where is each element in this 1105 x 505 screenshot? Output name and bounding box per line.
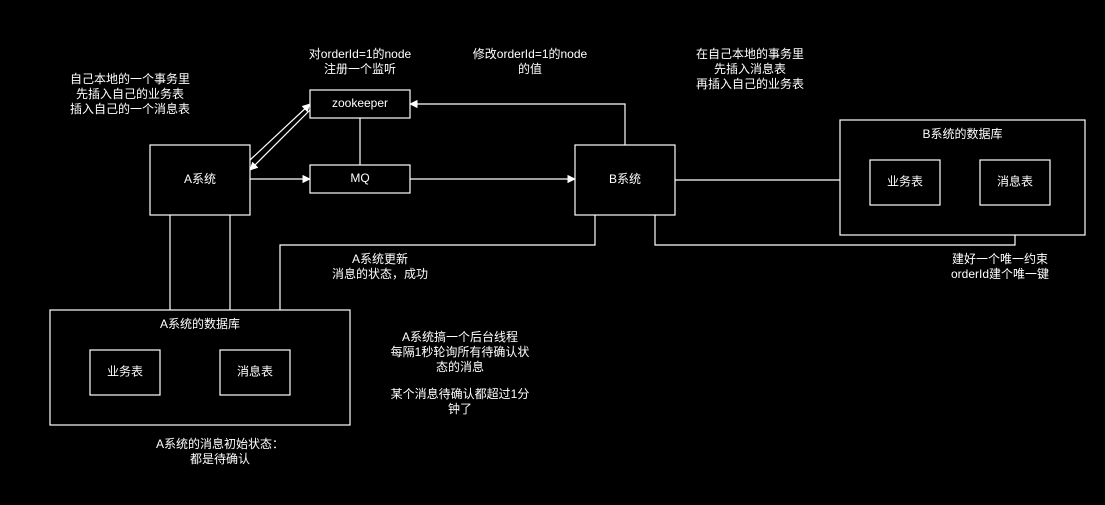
- annotation-line: 注册一个监听: [324, 61, 396, 76]
- annotation-line: 插入自己的一个消息表: [70, 101, 190, 116]
- annotation-line: 都是待确认: [190, 452, 250, 466]
- annotation-line: 再插入自己的业务表: [696, 76, 804, 91]
- annotation-a_update: A系统更新消息的状态，成功: [332, 251, 428, 281]
- annotation-b_unique: 建好一个唯一约束orderId建个唯一键: [951, 251, 1049, 281]
- node-label-b_sys: B系统: [609, 172, 641, 186]
- annotation-line: 态的消息: [436, 359, 484, 374]
- annotation-line: A系统搞一个后台线程: [402, 329, 518, 344]
- annotation-a_timeout: 某个消息待确认都超过1分钟了: [391, 386, 530, 416]
- node-label-mq: MQ: [350, 171, 369, 185]
- annotation-line: 自己本地的一个事务里: [70, 71, 190, 86]
- annotation-line: 建好一个唯一约束: [952, 251, 1048, 266]
- node-label-a_msg: 消息表: [237, 364, 273, 379]
- node-label-a_db: A系统的数据库: [160, 316, 240, 331]
- annotation-a_bg_thread: A系统搞一个后台线程每隔1秒轮询所有待确认状态的消息: [391, 329, 530, 374]
- node-label-b_biz: 业务表: [887, 174, 923, 189]
- annotation-a_init: A系统的消息初始状态：都是待确认: [156, 436, 284, 466]
- annotation-b_local_txn: 在自己本地的事务里先插入消息表再插入自己的业务表: [696, 46, 804, 91]
- annotation-line: 先插入消息表: [714, 61, 786, 76]
- node-a_biz: 业务表: [90, 350, 160, 395]
- annotation-line: 修改orderId=1的node: [473, 46, 588, 61]
- node-label-a_biz: 业务表: [107, 364, 143, 379]
- node-b_msg: 消息表: [980, 160, 1050, 205]
- annotation-line: A系统的消息初始状态：: [156, 436, 284, 451]
- node-a_msg: 消息表: [220, 350, 290, 395]
- node-b_sys: B系统: [575, 145, 675, 215]
- annotation-line: 先插入自己的业务表: [76, 86, 184, 101]
- node-label-a_sys: A系统: [184, 172, 216, 186]
- edge-0: [250, 104, 310, 160]
- node-zookeeper: zookeeper: [310, 90, 410, 118]
- annotation-line: 消息的状态，成功: [332, 266, 428, 281]
- annotation-line: 对orderId=1的node: [309, 46, 412, 61]
- node-label-zookeeper: zookeeper: [332, 96, 388, 110]
- annotation-line: 在自己本地的事务里: [696, 46, 804, 61]
- node-mq: MQ: [310, 165, 410, 193]
- annotation-a_local_txn: 自己本地的一个事务里先插入自己的业务表插入自己的一个消息表: [70, 71, 190, 116]
- annotation-line: 每隔1秒轮询所有待确认状: [391, 344, 530, 359]
- node-a_sys: A系统: [150, 145, 250, 215]
- annotation-line: 的值: [518, 61, 542, 76]
- annotation-line: A系统更新: [352, 251, 408, 266]
- edge-1: [250, 110, 310, 170]
- edge-5: [410, 104, 625, 145]
- annotation-zk_modify: 修改orderId=1的node的值: [473, 46, 588, 76]
- annotation-line: orderId建个唯一键: [951, 267, 1049, 281]
- node-b_biz: 业务表: [870, 160, 940, 205]
- annotation-line: 钟了: [448, 401, 472, 416]
- node-label-b_db: B系统的数据库: [922, 126, 1002, 141]
- annotation-zk_register: 对orderId=1的node注册一个监听: [309, 46, 412, 76]
- annotation-line: 某个消息待确认都超过1分: [391, 386, 530, 401]
- node-label-b_msg: 消息表: [997, 174, 1033, 189]
